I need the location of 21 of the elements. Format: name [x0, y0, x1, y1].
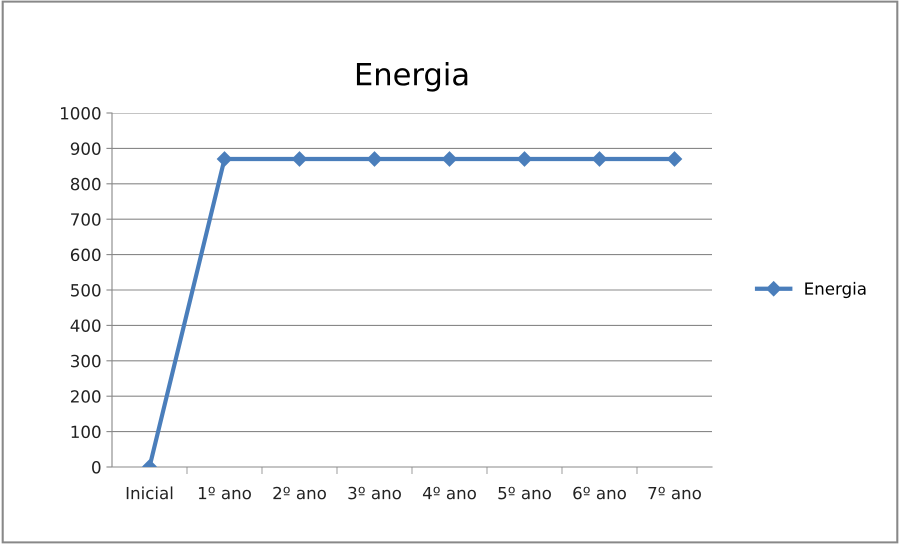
y-tick-label: 900 — [70, 142, 100, 155]
x-tick-label: 2º ano — [273, 486, 326, 500]
y-tick-label: 300 — [71, 354, 100, 368]
y-tick-label: 400 — [70, 319, 100, 332]
x-tick-label: 5º ano — [498, 486, 551, 500]
x-tick-label: Inicial — [126, 486, 172, 500]
y-tick-label: 600 — [70, 248, 100, 262]
x-tick-label: 6º ano — [573, 486, 626, 500]
y-tick-label: 800 — [70, 178, 100, 190]
y-tick-label: 700 — [71, 213, 100, 226]
x-tick-label: 1º ano — [198, 486, 251, 500]
legend-label: Energia — [805, 282, 866, 298]
y-tick-label: 100 — [72, 426, 100, 438]
y-tick-label: 200 — [70, 390, 100, 403]
chart-title: Energia — [356, 62, 468, 92]
y-tick-label: 1000 — [60, 106, 100, 120]
x-tick-label: 7º ano — [648, 486, 701, 500]
x-tick-label: 4º ano — [422, 486, 476, 500]
x-tick-label: 3º ano — [348, 486, 401, 500]
y-tick-label: 0 — [92, 460, 100, 474]
y-tick-label: 500 — [71, 284, 100, 297]
